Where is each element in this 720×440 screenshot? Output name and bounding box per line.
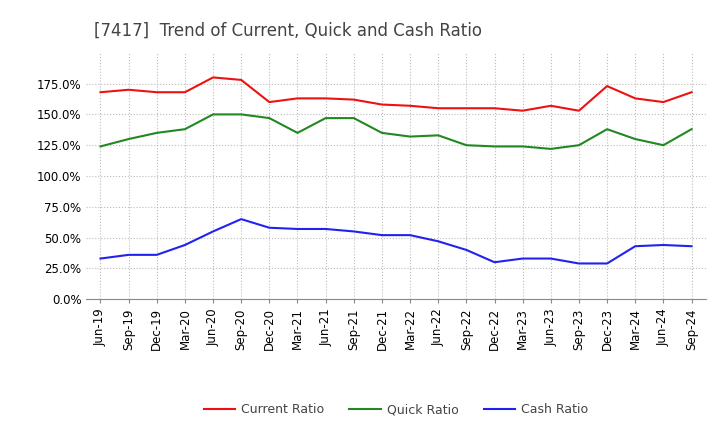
- Line: Quick Ratio: Quick Ratio: [101, 114, 691, 149]
- Current Ratio: [321, 96, 330, 101]
- Cash Ratio: [518, 256, 527, 261]
- Quick Ratio: [377, 130, 386, 136]
- Cash Ratio: [406, 232, 415, 238]
- Current Ratio: [265, 99, 274, 105]
- Quick Ratio: [321, 115, 330, 121]
- Current Ratio: [237, 77, 246, 83]
- Current Ratio: [575, 108, 583, 114]
- Cash Ratio: [153, 252, 161, 257]
- Cash Ratio: [546, 256, 555, 261]
- Quick Ratio: [631, 136, 639, 142]
- Current Ratio: [181, 90, 189, 95]
- Current Ratio: [603, 84, 611, 89]
- Quick Ratio: [237, 112, 246, 117]
- Current Ratio: [96, 90, 105, 95]
- Quick Ratio: [181, 127, 189, 132]
- Quick Ratio: [462, 143, 471, 148]
- Quick Ratio: [687, 127, 696, 132]
- Quick Ratio: [575, 143, 583, 148]
- Quick Ratio: [490, 144, 499, 149]
- Cash Ratio: [490, 260, 499, 265]
- Current Ratio: [349, 97, 358, 102]
- Current Ratio: [293, 96, 302, 101]
- Current Ratio: [518, 108, 527, 114]
- Current Ratio: [406, 103, 415, 108]
- Quick Ratio: [349, 115, 358, 121]
- Cash Ratio: [687, 244, 696, 249]
- Cash Ratio: [293, 226, 302, 231]
- Cash Ratio: [575, 261, 583, 266]
- Current Ratio: [434, 106, 443, 111]
- Cash Ratio: [603, 261, 611, 266]
- Current Ratio: [659, 99, 667, 105]
- Cash Ratio: [631, 244, 639, 249]
- Current Ratio: [687, 90, 696, 95]
- Current Ratio: [462, 106, 471, 111]
- Cash Ratio: [377, 232, 386, 238]
- Current Ratio: [125, 87, 133, 92]
- Quick Ratio: [434, 133, 443, 138]
- Quick Ratio: [96, 144, 105, 149]
- Quick Ratio: [265, 115, 274, 121]
- Line: Cash Ratio: Cash Ratio: [101, 219, 691, 264]
- Quick Ratio: [518, 144, 527, 149]
- Current Ratio: [546, 103, 555, 108]
- Current Ratio: [153, 90, 161, 95]
- Cash Ratio: [96, 256, 105, 261]
- Cash Ratio: [181, 242, 189, 248]
- Line: Current Ratio: Current Ratio: [101, 77, 691, 111]
- Cash Ratio: [659, 242, 667, 248]
- Quick Ratio: [406, 134, 415, 139]
- Cash Ratio: [265, 225, 274, 231]
- Text: [7417]  Trend of Current, Quick and Cash Ratio: [7417] Trend of Current, Quick and Cash …: [94, 22, 482, 40]
- Quick Ratio: [209, 112, 217, 117]
- Current Ratio: [631, 96, 639, 101]
- Legend: Current Ratio, Quick Ratio, Cash Ratio: Current Ratio, Quick Ratio, Cash Ratio: [199, 398, 593, 421]
- Cash Ratio: [125, 252, 133, 257]
- Current Ratio: [209, 75, 217, 80]
- Cash Ratio: [321, 226, 330, 231]
- Quick Ratio: [125, 136, 133, 142]
- Current Ratio: [377, 102, 386, 107]
- Current Ratio: [490, 106, 499, 111]
- Quick Ratio: [546, 146, 555, 151]
- Quick Ratio: [603, 127, 611, 132]
- Cash Ratio: [209, 229, 217, 234]
- Quick Ratio: [659, 143, 667, 148]
- Cash Ratio: [237, 216, 246, 222]
- Cash Ratio: [462, 247, 471, 253]
- Cash Ratio: [434, 238, 443, 244]
- Quick Ratio: [153, 130, 161, 136]
- Cash Ratio: [349, 229, 358, 234]
- Quick Ratio: [293, 130, 302, 136]
